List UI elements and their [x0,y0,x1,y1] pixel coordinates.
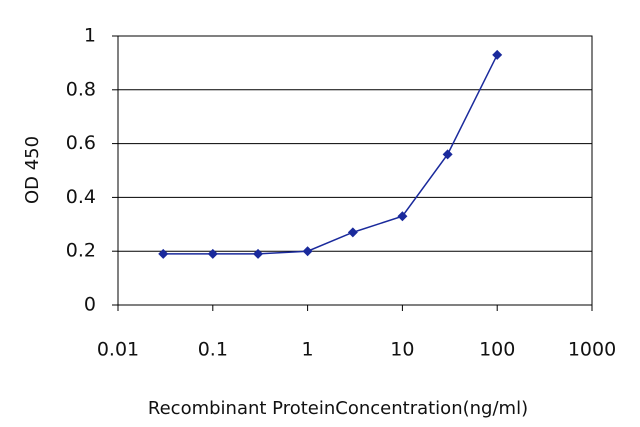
x-axis-title: Recombinant ProteinConcentration(ng/ml) [148,398,528,419]
x-tick-label: 1000 [568,339,616,361]
data-point [397,211,408,222]
data-line [163,54,498,255]
y-tick-label: 0.6 [66,132,96,154]
x-tick-label: 10 [390,339,414,361]
x-tick-label: 0.1 [198,339,228,361]
y-axis-title: OD 450 [22,136,43,204]
data-point [253,248,264,259]
y-tick-label: 0 [84,294,96,316]
y-tick-label: 0.4 [66,186,96,208]
y-tick-label: 1 [84,25,96,47]
plot-frame [117,35,593,306]
data-point [158,248,169,259]
data-point [207,248,218,259]
y-tick-label: 0.2 [66,240,96,262]
x-tick-label: 0.01 [97,339,139,361]
data-point [492,49,503,60]
data-point [302,246,313,257]
data-point [442,149,453,160]
data-point [347,227,358,238]
x-tick-label: 100 [479,339,515,361]
x-tick-label: 1 [302,339,314,361]
y-tick-label: 0.8 [66,78,96,100]
